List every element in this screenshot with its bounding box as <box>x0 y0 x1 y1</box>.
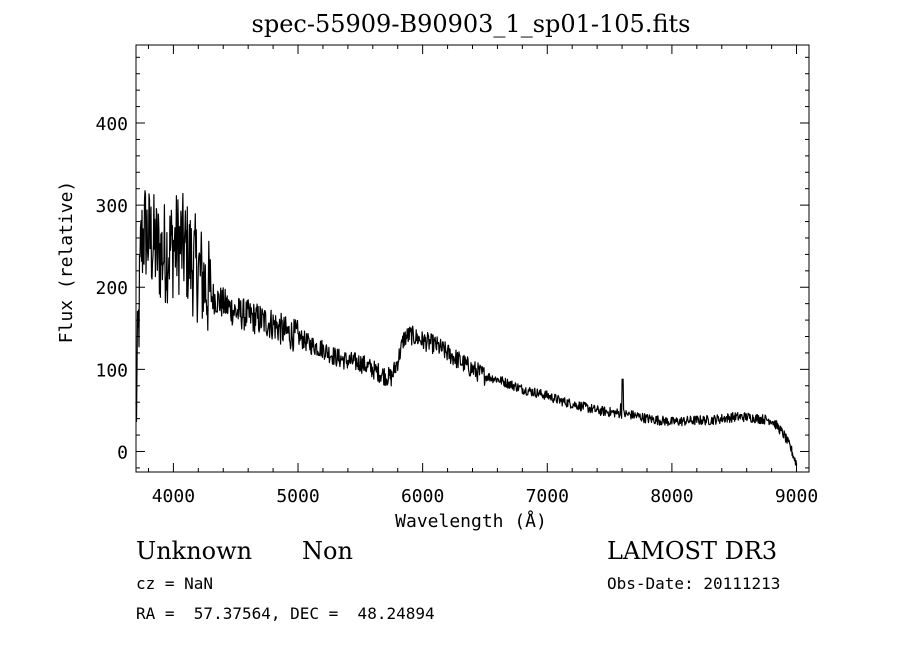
x-tick-label: 4000 <box>152 486 195 507</box>
coordinates: RA = 57.37564, DEC = 48.24894 <box>136 604 435 623</box>
plot-frame <box>135 44 810 473</box>
x-tick-label: 5000 <box>276 486 319 507</box>
x-tick-label: 8000 <box>650 486 693 507</box>
y-axis-label: Flux (relative) <box>56 181 77 344</box>
survey-name: LAMOST DR3 <box>607 537 777 565</box>
x-axis-label: Wavelength (Å) <box>395 510 547 532</box>
y-tick-label: 300 <box>95 196 128 217</box>
chart-title: spec-55909-B90903_1_sp01-105.fits <box>252 10 691 38</box>
x-tick-label: 9000 <box>775 486 818 507</box>
x-tick-label: 7000 <box>526 486 569 507</box>
y-axis: 0 100 200 300 400 <box>95 56 809 469</box>
obs-date: Obs-Date: 20111213 <box>607 574 780 593</box>
y-tick-label: 400 <box>95 114 128 135</box>
x-tick-label: 6000 <box>401 486 444 507</box>
y-tick-label: 200 <box>95 278 128 299</box>
object-subclass: Non <box>302 537 353 565</box>
y-tick-label: 100 <box>95 360 128 381</box>
cz-value: cz = NaN <box>136 574 213 593</box>
object-class: Unknown <box>136 537 252 565</box>
x-axis: 4000 5000 6000 7000 8000 9000 <box>147 45 818 507</box>
y-tick-label: 0 <box>117 442 128 463</box>
spectrum-line <box>135 190 798 466</box>
